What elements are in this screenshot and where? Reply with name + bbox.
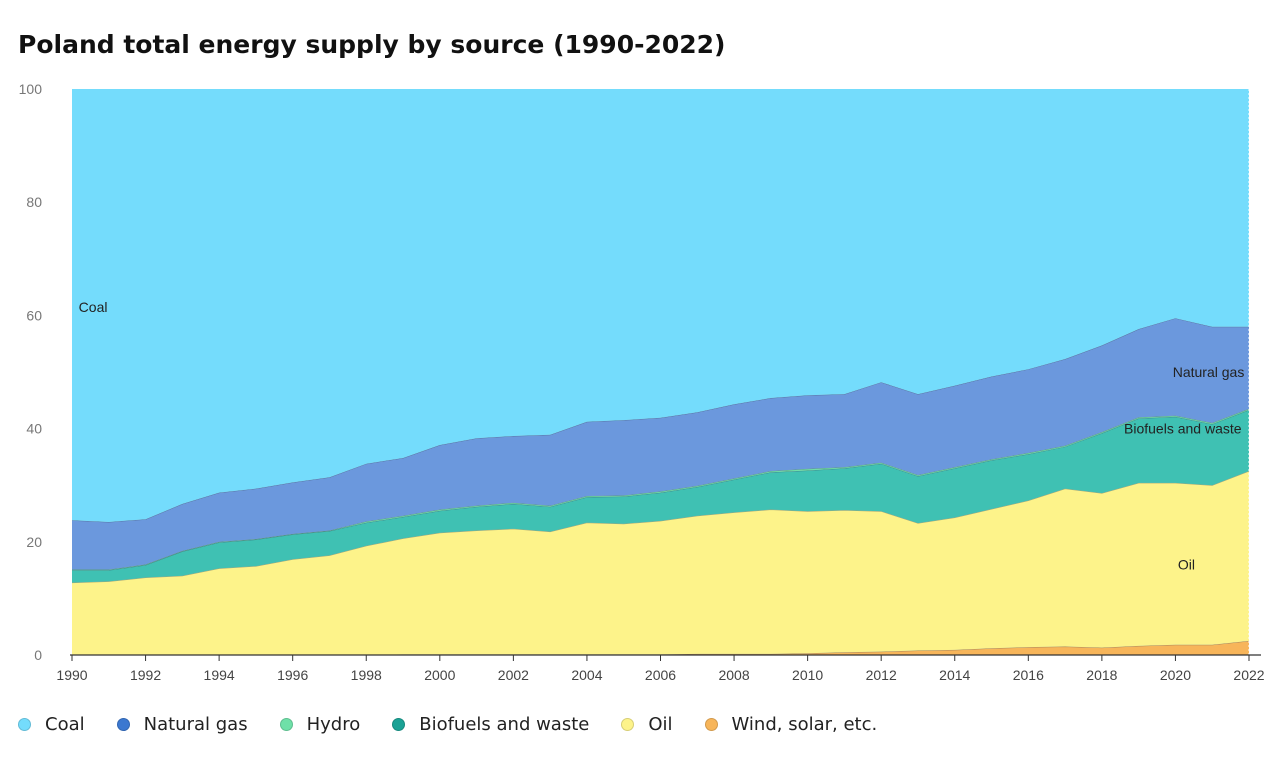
y-tick-label: 20 <box>26 534 42 550</box>
legend-item: Oil <box>621 714 673 735</box>
legend-swatch <box>704 718 718 731</box>
legend-swatch <box>621 718 635 731</box>
y-tick-label: 0 <box>34 647 42 663</box>
legend-swatch <box>116 718 130 731</box>
area-layer <box>71 89 1250 656</box>
legend-swatch <box>18 718 31 731</box>
x-tick-label: 2022 <box>1233 667 1264 683</box>
annotation-natural-gas: Natural gas <box>1173 364 1245 380</box>
legend-item: Natural gas <box>116 714 248 735</box>
area-wind-solar-etc <box>72 640 1249 655</box>
legend-swatch <box>279 718 293 731</box>
x-tick-label: 1998 <box>351 667 382 683</box>
legend-item: Biofuels and waste <box>392 714 589 735</box>
y-tick-label: 80 <box>26 194 42 210</box>
legend-label: Natural gas <box>143 714 248 735</box>
x-tick-label: 2000 <box>424 667 455 683</box>
x-tick-label: 2018 <box>1086 667 1117 683</box>
legend-swatch <box>392 718 406 731</box>
x-tick-label: 2010 <box>792 667 823 683</box>
annotation-coal: Coal <box>79 299 108 315</box>
legend-label: Wind, solar, etc. <box>731 714 878 735</box>
x-tick-label: 2020 <box>1160 667 1191 683</box>
area-biofuels-and-waste <box>72 409 1249 583</box>
chart-legend: Coal Natural gas Hydro Biofuels and waste Oi… <box>18 714 909 735</box>
chart-title: Poland total energy supply by source (19… <box>18 30 726 59</box>
area-coal <box>72 89 1249 522</box>
area-oil <box>72 471 1249 655</box>
x-tick-label: 2016 <box>1013 667 1044 683</box>
area-natural-gas <box>72 318 1249 570</box>
legend-item: Wind, solar, etc. <box>704 714 878 735</box>
x-tick-label: 1992 <box>130 667 161 683</box>
x-tick-label: 2004 <box>571 667 602 683</box>
legend-label: Oil <box>648 714 673 735</box>
x-tick-label: 2002 <box>498 667 529 683</box>
axis-layer: 0 20 40 60 80 100 1990 1992 1994 1996 1998 2000 2002… <box>19 81 1265 683</box>
x-tick-label: 2014 <box>939 667 970 683</box>
annotation-oil: Oil <box>1178 556 1195 572</box>
stacked-area-chart: 0 20 40 60 80 100 1990 1992 1994 1996 1998 2000 2002… <box>19 81 1265 683</box>
legend-label: Coal <box>45 714 85 735</box>
y-tick-label: 100 <box>19 81 43 97</box>
x-tick-label: 1990 <box>56 667 87 683</box>
legend-item: Coal <box>18 714 85 735</box>
x-tick-label: 1994 <box>204 667 235 683</box>
annotation-layer: Coal Natural gas Biofuels and waste Oil <box>79 299 1245 573</box>
x-tick-label: 2008 <box>718 667 749 683</box>
y-tick-label: 60 <box>26 307 42 323</box>
legend-label: Hydro <box>306 714 361 735</box>
x-tick-label: 2006 <box>645 667 676 683</box>
y-tick-label: 40 <box>26 421 42 437</box>
legend-label: Biofuels and waste <box>419 714 590 735</box>
x-tick-label: 2012 <box>866 667 897 683</box>
annotation-biofuels-and-waste: Biofuels and waste <box>1124 421 1242 437</box>
legend-item: Hydro <box>279 714 361 735</box>
x-tick-label: 1996 <box>277 667 308 683</box>
